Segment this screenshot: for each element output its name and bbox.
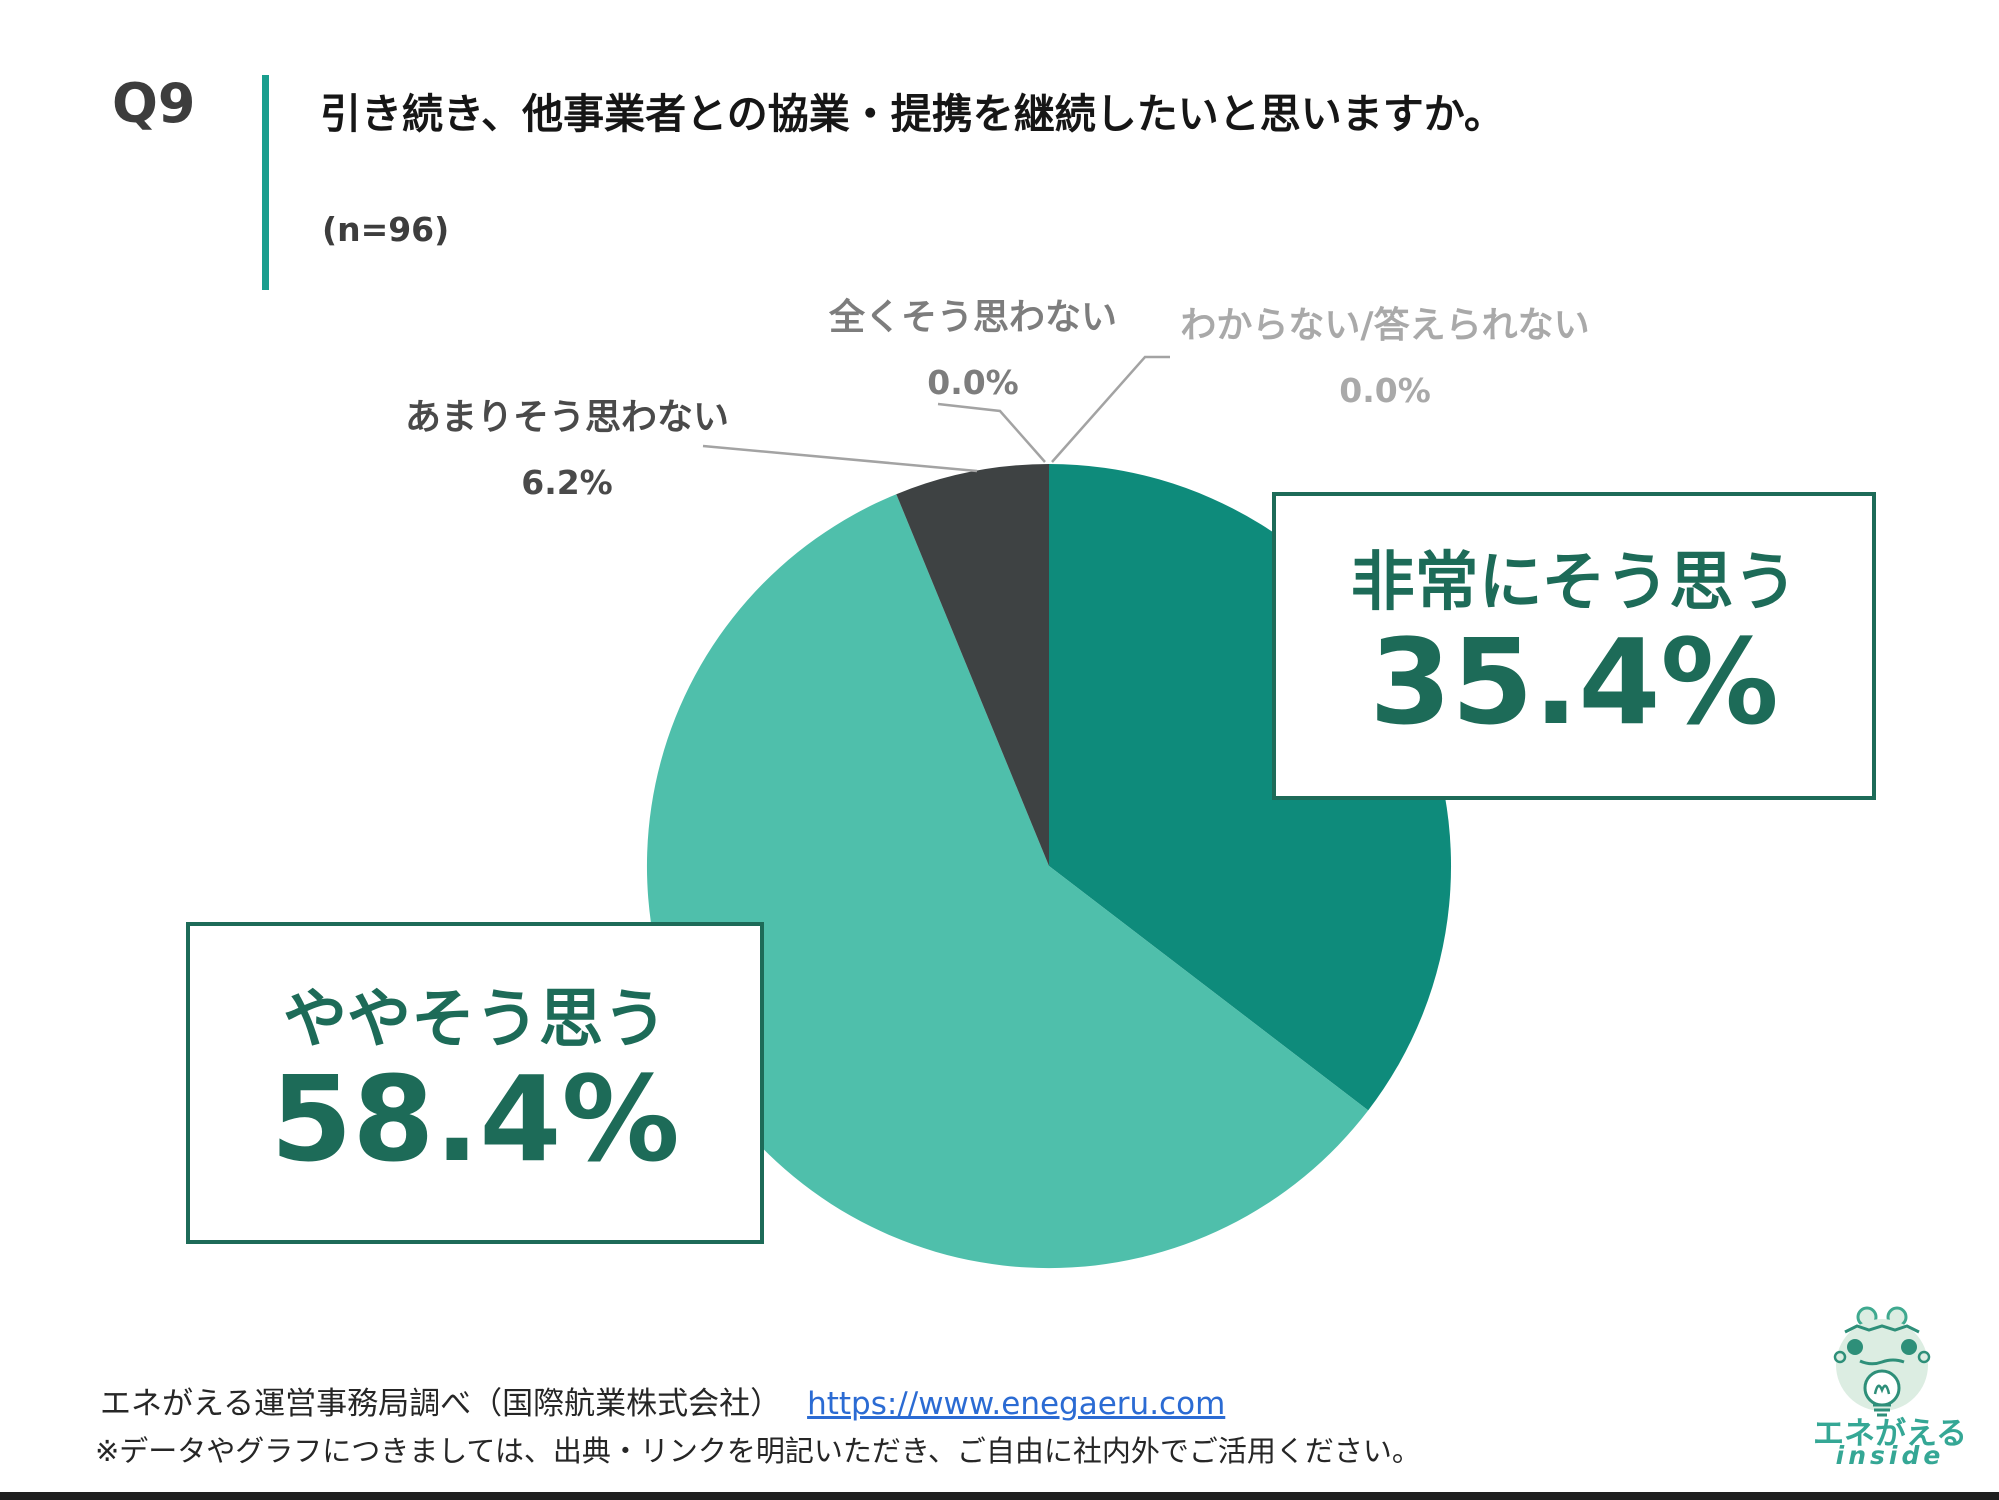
frog-cheek-right [1917, 1350, 1931, 1364]
leader-line-dont-know [1051, 355, 1170, 463]
footer-note: ※データやグラフにつきましては、出典・リンクを明記いただき、ご自由に社内外でご活… [95, 1434, 1421, 1468]
label-strongly-disagree-value: 0.0% [927, 362, 1019, 402]
label-somewhat-disagree-name: あまりそう思わない [404, 397, 730, 438]
pie-slice-somewhat-agree [646, 494, 1369, 1269]
lightbulb-base [1873, 1403, 1891, 1417]
enegaeru-logo-icon [1833, 1306, 1931, 1417]
frog-mouth [1859, 1358, 1905, 1366]
callout-strongly-agree-value: 35.4% [1369, 612, 1779, 751]
enegaeru-logo-text: エネがえる [1812, 1416, 1968, 1452]
question-number: Q9 [112, 72, 196, 135]
callout-strongly-agree: 非常にそう思う 35.4% [1272, 492, 1876, 800]
question-title: 引き続き、他事業者との協業・提携を継続したいと思いますか。 [320, 90, 1505, 138]
leader-line-somewhat-disagree [702, 444, 978, 473]
title-accent-bar [262, 75, 269, 290]
label-strongly-disagree-name: 全くそう思わない [828, 297, 1118, 338]
sample-size: (n=96) [322, 210, 450, 249]
enegaeru-logo-subtext: inside [1835, 1441, 1945, 1470]
leader-line-strongly-disagree [937, 402, 1046, 463]
callout-strongly-agree-name: 非常にそう思う [1350, 546, 1798, 621]
footer-source-line: エネがえる運営事務局調べ（国際航業株式会社） https://www.enegae… [100, 1378, 1225, 1423]
frog-eye-right [1901, 1339, 1917, 1355]
label-somewhat-disagree: あまりそう思わない 6.2% [405, 398, 729, 499]
bottom-divider-bar [0, 1492, 1999, 1500]
frog-cheek-left [1833, 1350, 1847, 1364]
label-dont-know: わからない/答えられない 0.0% [1180, 306, 1589, 407]
callout-somewhat-agree-value: 58.4% [270, 1049, 680, 1188]
pie-slice-somewhat-disagree [896, 464, 1049, 866]
callout-somewhat-agree-name: ややそう思う [283, 983, 667, 1058]
frog-eye-left [1847, 1339, 1863, 1355]
callout-somewhat-agree: ややそう思う 58.4% [186, 922, 764, 1244]
lightbulb-filament [1873, 1384, 1891, 1395]
label-dont-know-name: わからない/答えられない [1180, 305, 1590, 346]
label-somewhat-disagree-value: 6.2% [521, 462, 613, 502]
frog-brow [1844, 1324, 1920, 1334]
footer-source-text: エネがえる運営事務局調べ（国際航業株式会社） [100, 1386, 782, 1422]
footer-link[interactable]: https://www.enegaeru.com [807, 1386, 1226, 1422]
label-dont-know-value: 0.0% [1339, 370, 1431, 410]
label-strongly-disagree: 全くそう思わない 0.0% [829, 298, 1117, 399]
